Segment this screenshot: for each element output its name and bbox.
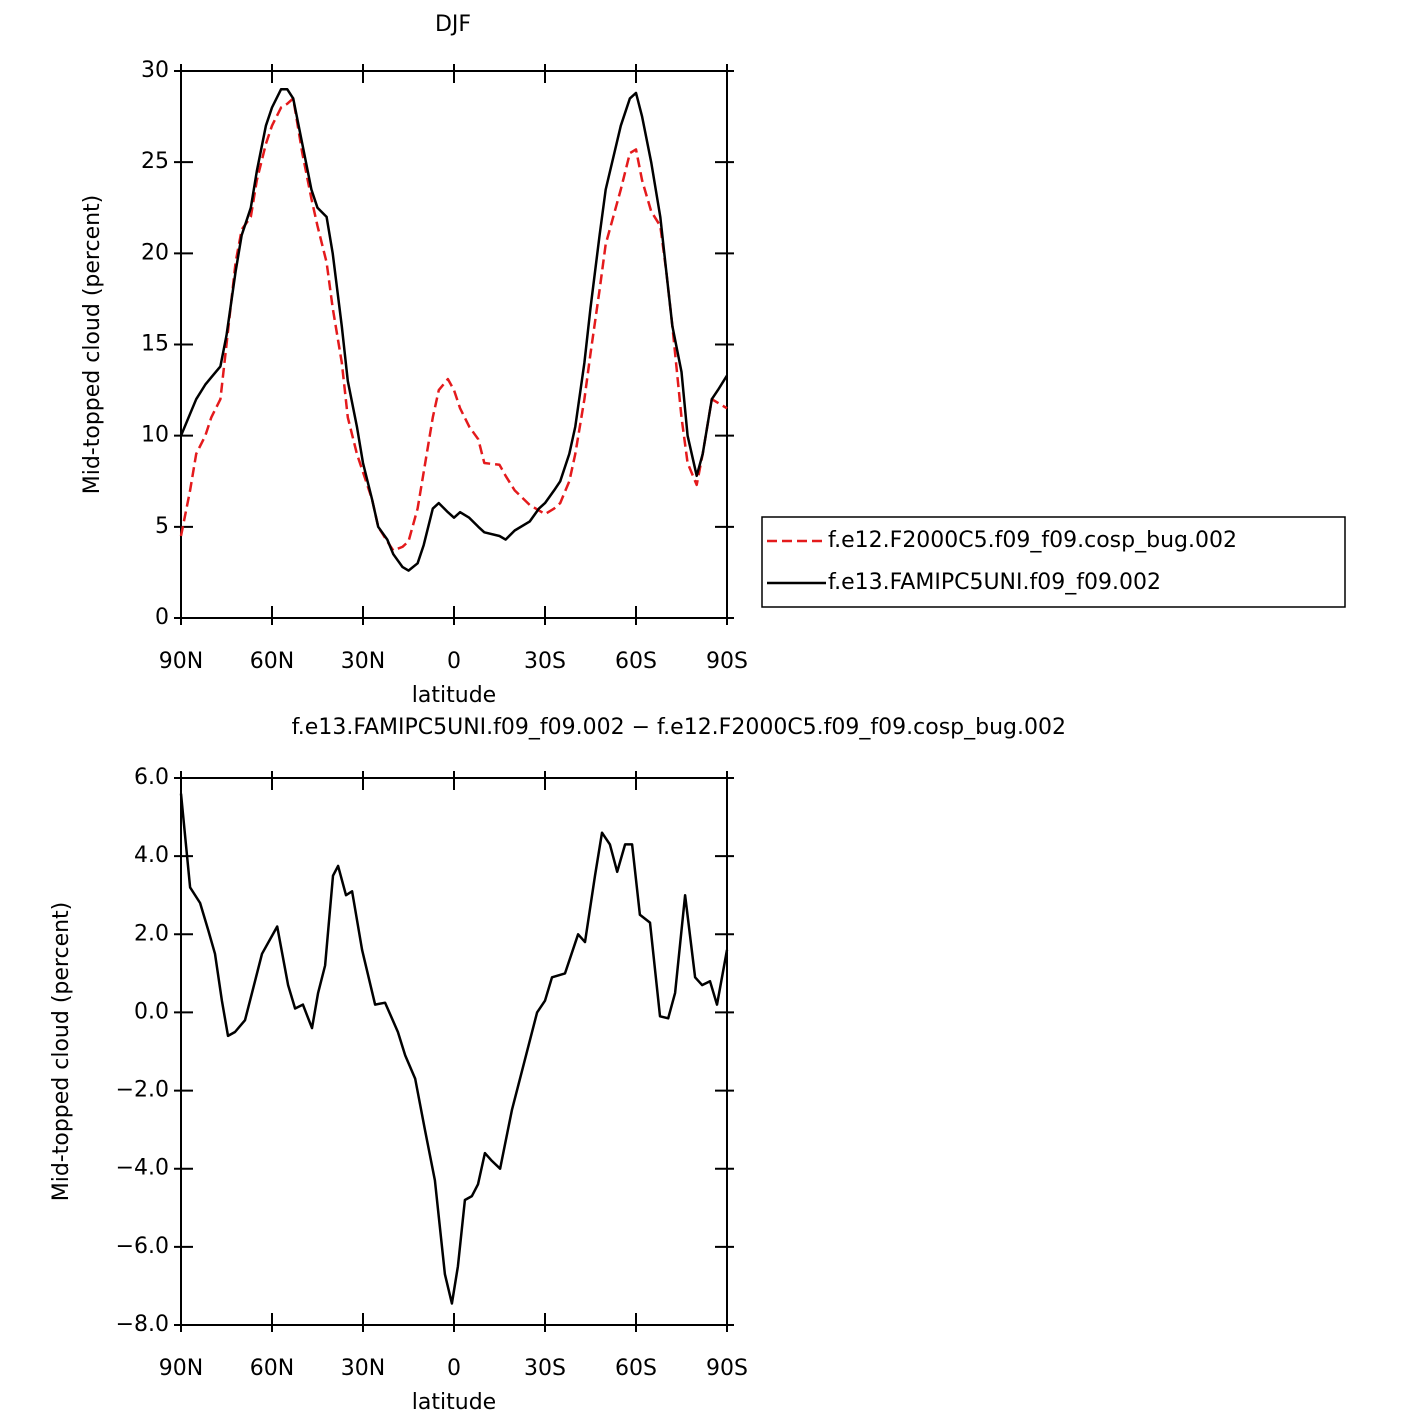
x-tick-label: 0	[447, 649, 461, 674]
x-axis-label: latitude	[412, 683, 496, 708]
data-line	[179, 87, 729, 572]
y-tick-label: 5	[155, 514, 169, 539]
x-tick-label: 30N	[341, 1356, 385, 1381]
x-tick-label: 90S	[706, 649, 748, 674]
x-tick-label: 30S	[524, 1356, 566, 1381]
y-tick-label: 0.0	[134, 999, 169, 1024]
y-tick-label: 10	[141, 423, 169, 448]
x-tick-label: 90N	[159, 649, 203, 674]
y-tick-label: 6.0	[134, 765, 169, 790]
data-line	[179, 97, 728, 552]
y-axis-label: Mid-topped cloud (percent)	[80, 195, 105, 495]
y-tick-label: 15	[141, 332, 169, 357]
y-tick-label: 30	[141, 58, 169, 83]
legend-box	[761, 516, 1346, 608]
legend-label: f.e12.F2000C5.f09_f09.cosp_bug.002	[828, 528, 1237, 553]
y-tick-label: −2.0	[116, 1078, 169, 1103]
plot-frame	[180, 70, 728, 619]
x-tick-label: 60S	[615, 1356, 657, 1381]
data-line	[179, 793, 729, 1305]
y-axis-label: Mid-topped cloud (percent)	[49, 902, 74, 1202]
y-tick-label: −8.0	[116, 1312, 169, 1337]
y-tick-label: 2.0	[134, 921, 169, 946]
chart-title: DJF	[435, 12, 471, 37]
x-tick-label: 30N	[341, 649, 385, 674]
legend-label: f.e13.FAMIPC5UNI.f09_f09.002	[828, 570, 1161, 595]
plot-frame	[180, 777, 728, 1326]
x-tick-label: 0	[447, 1356, 461, 1381]
y-tick-label: 0	[155, 605, 169, 630]
x-tick-label: 60N	[250, 1356, 294, 1381]
x-tick-label: 60S	[615, 649, 657, 674]
x-axis-label: latitude	[412, 1390, 496, 1415]
y-tick-label: 20	[141, 240, 169, 265]
y-tick-label: −4.0	[116, 1156, 169, 1181]
x-tick-label: 90S	[706, 1356, 748, 1381]
chart-title: f.e13.FAMIPC5UNI.f09_f09.002 − f.e12.F20…	[292, 715, 1066, 740]
y-tick-label: 25	[141, 149, 169, 174]
x-tick-label: 30S	[524, 649, 566, 674]
y-tick-label: 4.0	[134, 843, 169, 868]
x-tick-label: 60N	[250, 649, 294, 674]
y-tick-label: −6.0	[116, 1234, 169, 1259]
x-tick-label: 90N	[159, 1356, 203, 1381]
